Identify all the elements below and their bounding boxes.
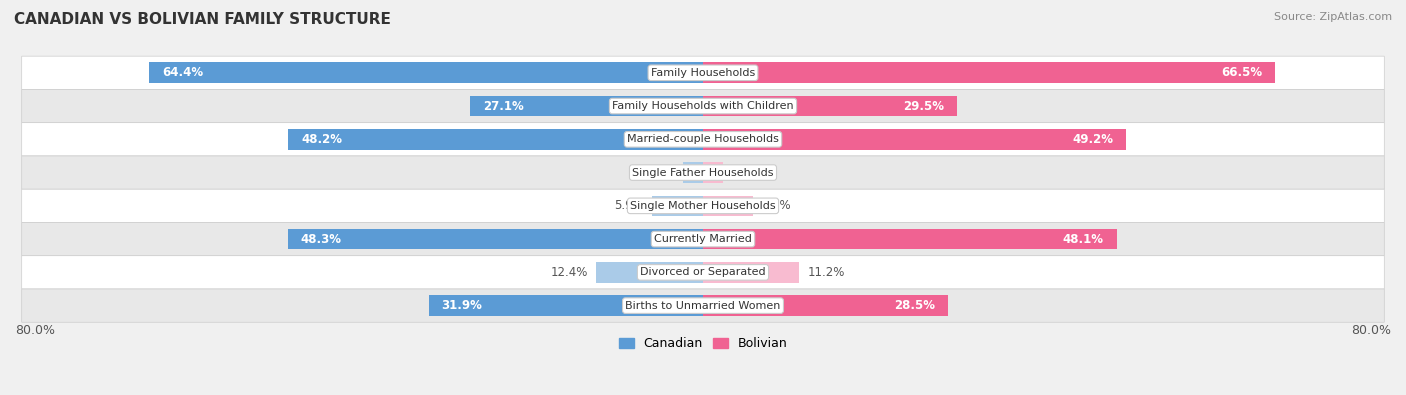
Bar [703, 96, 956, 117]
Text: 29.5%: 29.5% [903, 100, 943, 113]
Text: 31.9%: 31.9% [441, 299, 482, 312]
Legend: Canadian, Bolivian: Canadian, Bolivian [613, 332, 793, 356]
Bar [288, 129, 703, 150]
Text: Single Mother Households: Single Mother Households [630, 201, 776, 211]
Text: Divorced or Separated: Divorced or Separated [640, 267, 766, 277]
Bar [596, 262, 703, 283]
Bar [703, 62, 1275, 83]
Bar [149, 62, 703, 83]
Text: 5.8%: 5.8% [762, 199, 792, 213]
Text: 48.2%: 48.2% [301, 133, 343, 146]
Bar [703, 229, 1116, 249]
Bar [429, 295, 703, 316]
Text: Married-couple Households: Married-couple Households [627, 134, 779, 144]
Bar [683, 162, 703, 183]
FancyBboxPatch shape [21, 289, 1385, 322]
Text: 5.9%: 5.9% [614, 199, 644, 213]
FancyBboxPatch shape [21, 222, 1385, 256]
Text: 48.3%: 48.3% [301, 233, 342, 246]
FancyBboxPatch shape [21, 89, 1385, 123]
Text: Currently Married: Currently Married [654, 234, 752, 244]
Text: Single Father Households: Single Father Households [633, 167, 773, 178]
Text: 80.0%: 80.0% [1351, 324, 1391, 337]
Bar [703, 162, 723, 183]
Text: 49.2%: 49.2% [1073, 133, 1114, 146]
FancyBboxPatch shape [21, 256, 1385, 289]
Text: 2.3%: 2.3% [645, 166, 675, 179]
Text: Source: ZipAtlas.com: Source: ZipAtlas.com [1274, 12, 1392, 22]
Bar [703, 196, 752, 216]
Text: 64.4%: 64.4% [162, 66, 204, 79]
Text: 11.2%: 11.2% [808, 266, 845, 279]
Bar [652, 196, 703, 216]
Text: 66.5%: 66.5% [1220, 66, 1263, 79]
Text: Births to Unmarried Women: Births to Unmarried Women [626, 301, 780, 310]
Text: 80.0%: 80.0% [15, 324, 55, 337]
Text: 48.1%: 48.1% [1063, 233, 1104, 246]
Bar [703, 129, 1126, 150]
Text: 2.3%: 2.3% [731, 166, 761, 179]
Bar [288, 229, 703, 249]
Text: 12.4%: 12.4% [550, 266, 588, 279]
FancyBboxPatch shape [21, 56, 1385, 89]
FancyBboxPatch shape [21, 156, 1385, 189]
Bar [470, 96, 703, 117]
Bar [703, 295, 948, 316]
FancyBboxPatch shape [21, 189, 1385, 222]
FancyBboxPatch shape [21, 123, 1385, 156]
Bar [703, 262, 800, 283]
Text: 27.1%: 27.1% [482, 100, 523, 113]
Text: CANADIAN VS BOLIVIAN FAMILY STRUCTURE: CANADIAN VS BOLIVIAN FAMILY STRUCTURE [14, 12, 391, 27]
Text: Family Households: Family Households [651, 68, 755, 78]
Text: 28.5%: 28.5% [894, 299, 935, 312]
Text: Family Households with Children: Family Households with Children [612, 101, 794, 111]
